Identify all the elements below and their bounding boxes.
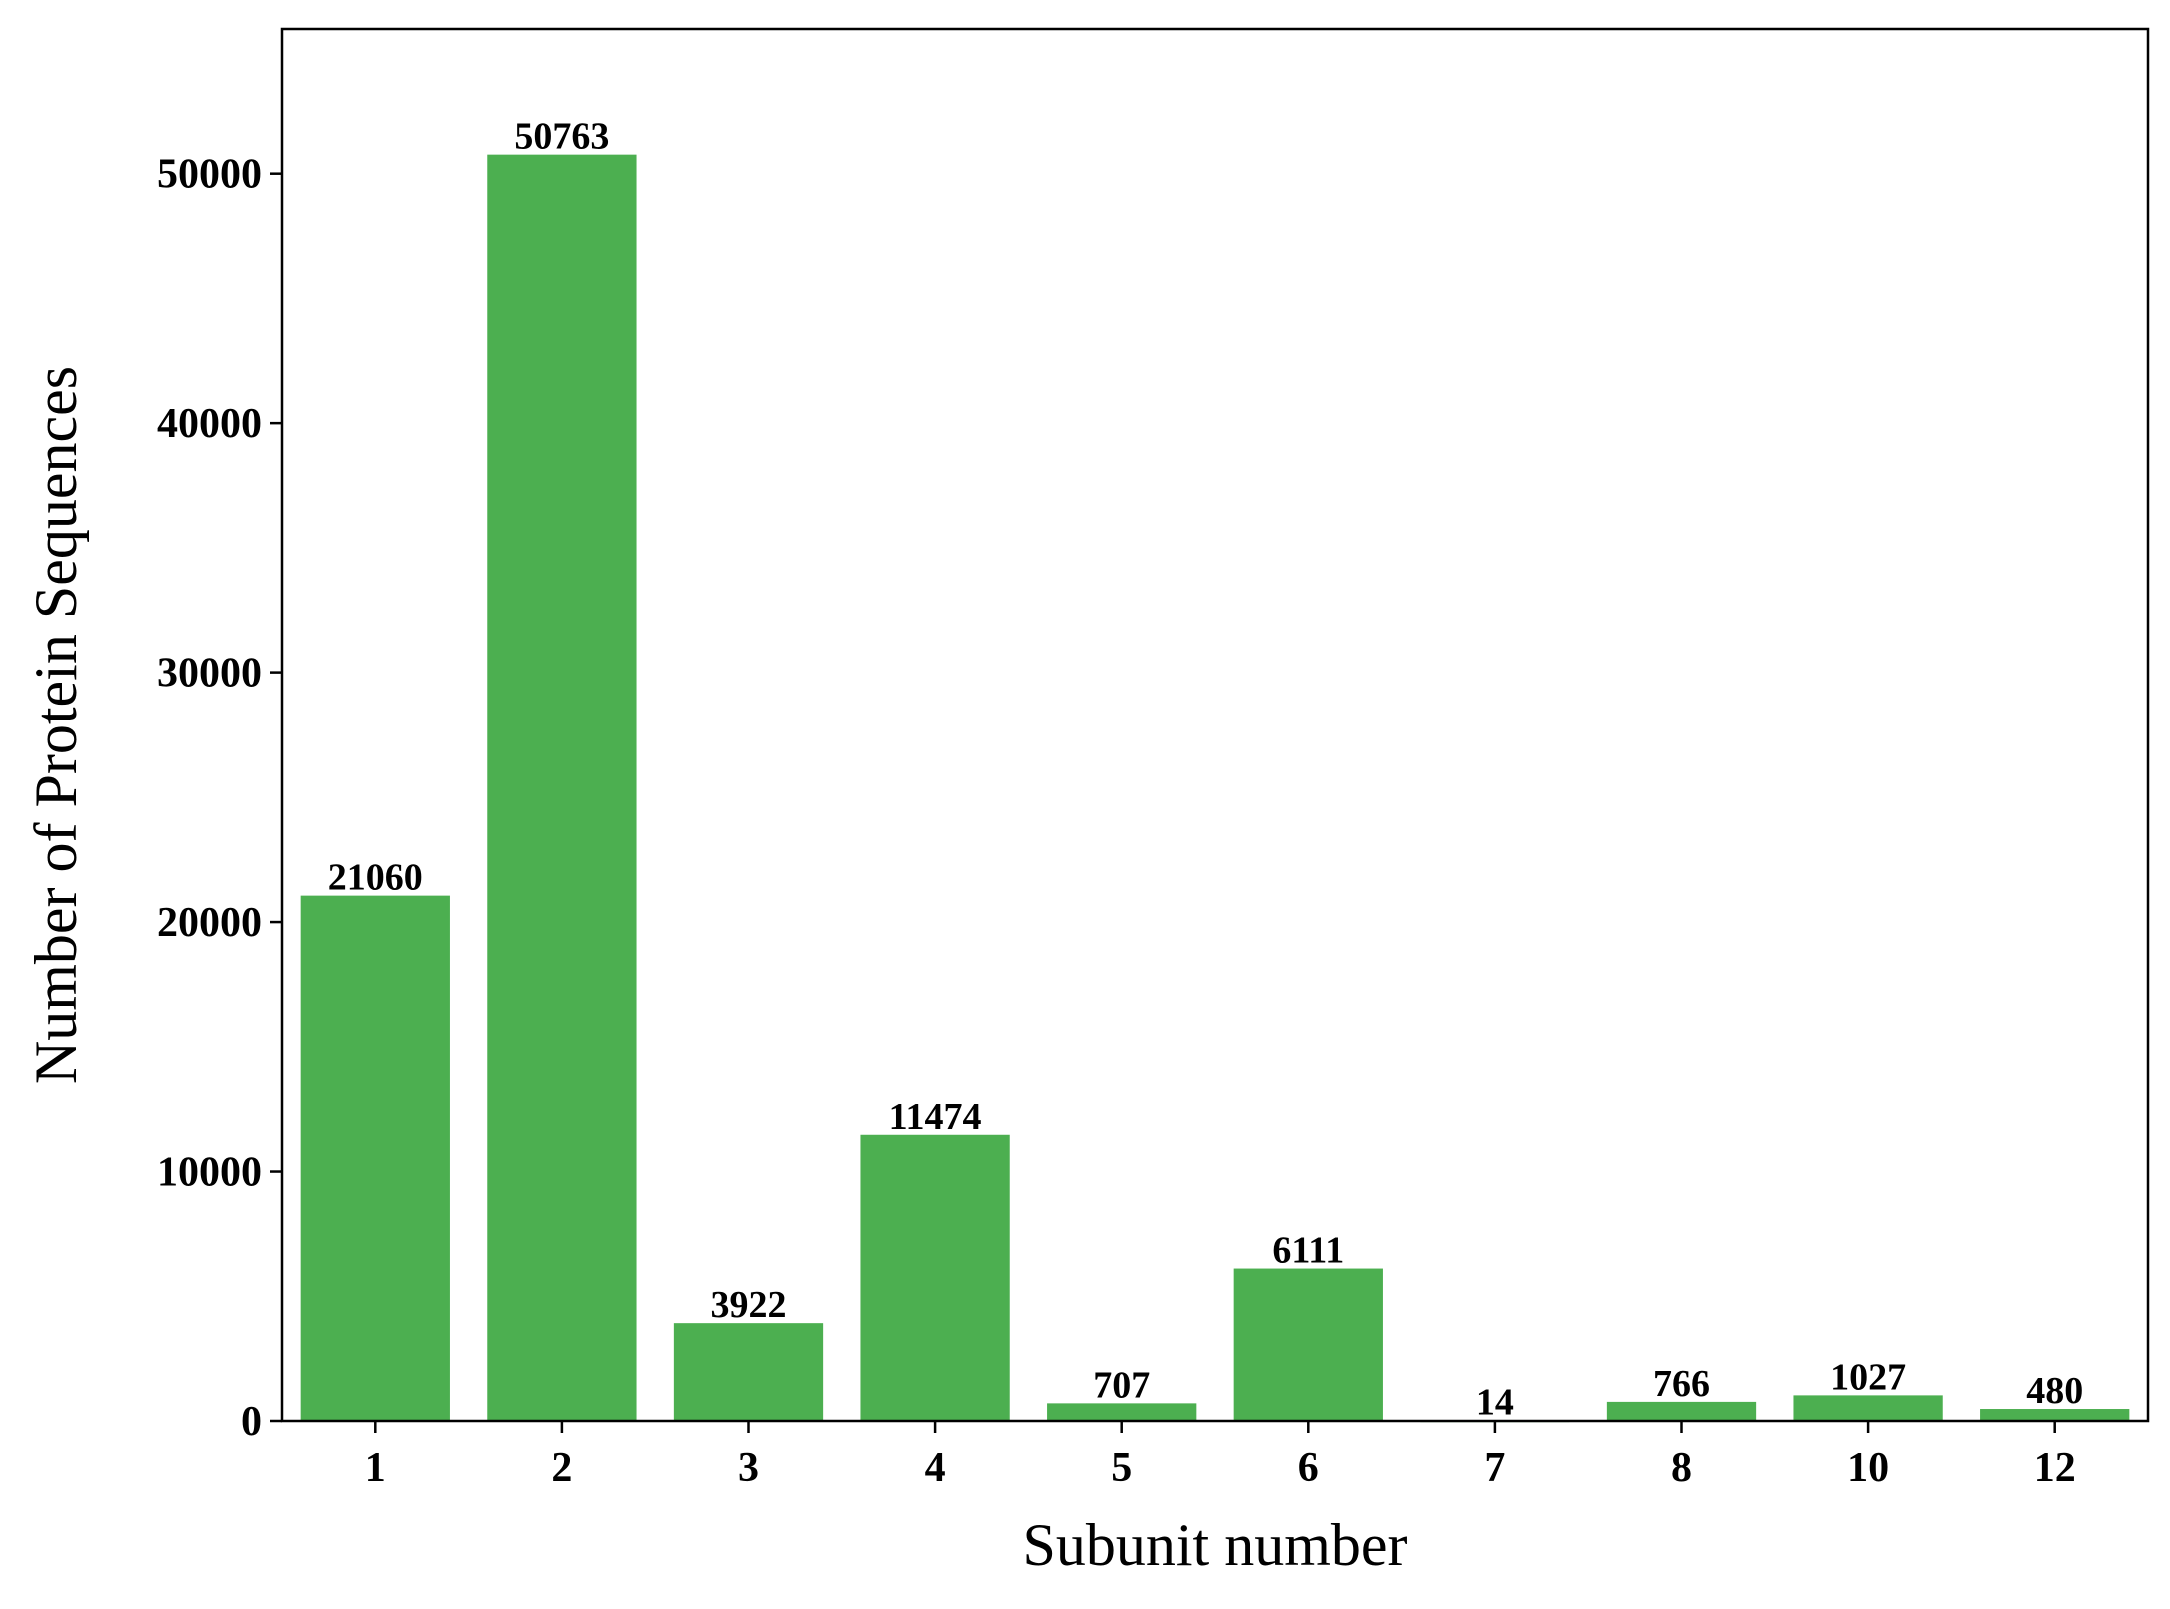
- x-tick-label-5: 5: [1111, 1445, 1132, 1491]
- x-tick-label-7: 7: [1484, 1445, 1505, 1491]
- x-tick-label-2: 2: [551, 1445, 572, 1491]
- y-tick-label-0: 0: [241, 1399, 262, 1445]
- bar-labels-group: 21060 50763 3922 11474 707 6111 14 766 1027 480: [328, 116, 2083, 1424]
- bar-3: [673, 1323, 824, 1421]
- bar-value-label-3: 3922: [711, 1284, 787, 1326]
- bar-value-label-8: 766: [1653, 1363, 1710, 1405]
- x-tick-label-1: 1: [365, 1445, 386, 1491]
- x-tick-label-6: 6: [1298, 1445, 1319, 1491]
- bar-6: [1233, 1268, 1383, 1421]
- bar-2: [487, 154, 637, 1422]
- bar-value-label-7: 14: [1476, 1382, 1514, 1424]
- x-tick-label-10: 10: [1847, 1445, 1889, 1491]
- y-tick-label-20000: 20000: [157, 900, 262, 946]
- bar-10: [1793, 1395, 1943, 1421]
- bar-4: [860, 1134, 1010, 1421]
- x-tick-label-4: 4: [925, 1445, 946, 1491]
- bar-value-label-6: 6111: [1272, 1230, 1344, 1272]
- x-axis-title: Subunit number: [1023, 1512, 1408, 1578]
- bar-12: [1980, 1409, 2130, 1421]
- bar-8: [1606, 1401, 1757, 1421]
- y-tick-label-10000: 10000: [157, 1150, 262, 1196]
- bar-value-label-12: 480: [2026, 1370, 2083, 1412]
- bar-value-label-4: 11474: [889, 1096, 982, 1138]
- bar-1: [300, 895, 450, 1421]
- y-tick-label-50000: 50000: [157, 152, 262, 198]
- x-tick-label-12: 12: [2034, 1445, 2076, 1491]
- x-tick-label-8: 8: [1671, 1445, 1692, 1491]
- y-axis-ticks: 0 10000 20000 30000 40000 50000: [157, 152, 282, 1445]
- x-axis-ticks: 1 2 3 4 5 6 7 8 10 12: [365, 1421, 2076, 1491]
- bar-value-label-10: 1027: [1830, 1356, 1906, 1398]
- bar-value-label-2: 50763: [514, 116, 609, 158]
- bar-value-label-5: 707: [1093, 1364, 1150, 1406]
- bar-value-label-1: 21060: [328, 857, 423, 899]
- y-axis-title: Number of Protein Sequences: [23, 366, 89, 1084]
- y-tick-label-40000: 40000: [157, 401, 262, 447]
- bars-group: [300, 154, 2130, 1423]
- y-tick-label-30000: 30000: [157, 651, 262, 697]
- x-tick-label-3: 3: [738, 1445, 759, 1491]
- plot-frame: [280, 27, 2150, 1423]
- bar-5: [1047, 1403, 1197, 1421]
